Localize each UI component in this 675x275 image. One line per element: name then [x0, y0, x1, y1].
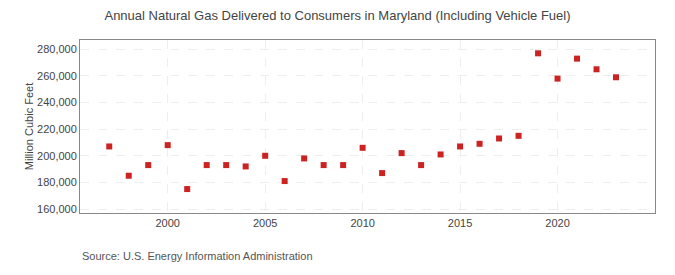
svg-text:240,000: 240,000 — [37, 96, 77, 108]
svg-text:2010: 2010 — [350, 217, 374, 229]
svg-text:180,000: 180,000 — [37, 176, 77, 188]
svg-text:Million Cubic Feet: Million Cubic Feet — [23, 83, 35, 170]
svg-text:160,000: 160,000 — [37, 203, 77, 215]
svg-text:2000: 2000 — [155, 217, 179, 229]
svg-text:Annual Natural Gas Delivered t: Annual Natural Gas Delivered to Consumer… — [104, 8, 570, 23]
svg-text:280,000: 280,000 — [37, 43, 77, 55]
svg-text:260,000: 260,000 — [37, 70, 77, 82]
svg-text:Source: U.S. Energy Informatio: Source: U.S. Energy Information Administ… — [82, 250, 313, 262]
svg-text:200,000: 200,000 — [37, 150, 77, 162]
svg-text:220,000: 220,000 — [37, 123, 77, 135]
svg-text:2005: 2005 — [253, 217, 277, 229]
svg-text:2020: 2020 — [545, 217, 569, 229]
svg-text:2015: 2015 — [448, 217, 472, 229]
